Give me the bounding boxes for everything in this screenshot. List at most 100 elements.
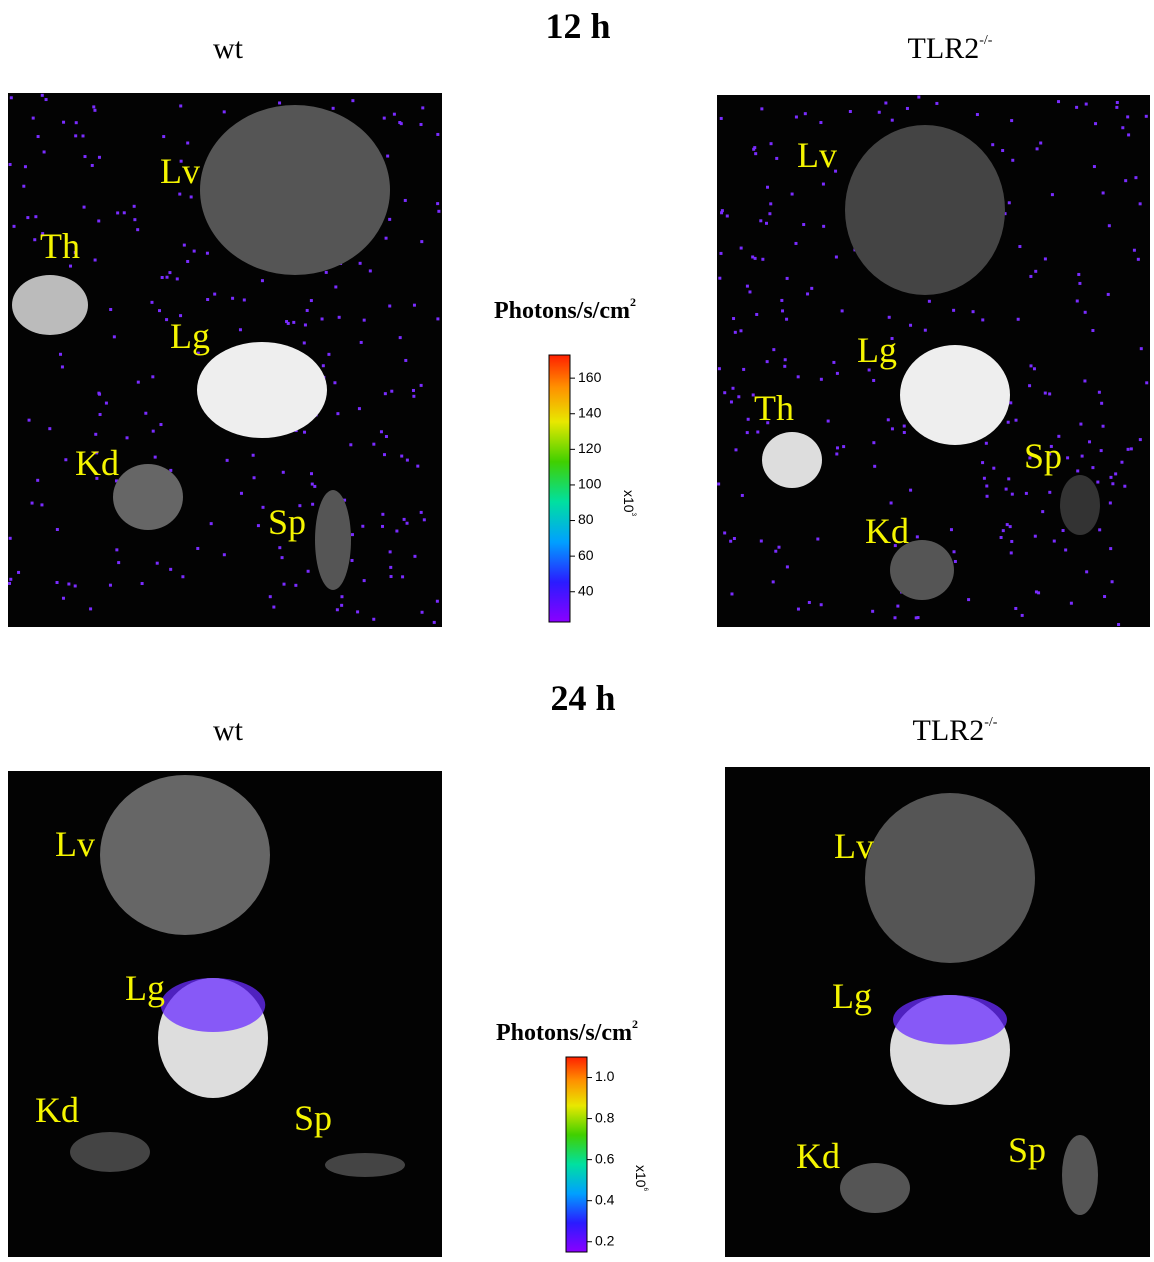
signal-dot <box>1010 551 1013 554</box>
signal-dot <box>303 431 306 434</box>
signal-dot <box>753 146 756 149</box>
signal-dot <box>26 216 29 219</box>
signal-dot <box>420 240 423 243</box>
signal-dot <box>1111 482 1114 485</box>
signal-dot <box>406 522 409 525</box>
signal-dot <box>307 570 310 573</box>
signal-dot <box>388 304 391 307</box>
signal-dot <box>1005 488 1008 491</box>
signal-dot <box>783 365 786 368</box>
signal-dot <box>94 259 97 262</box>
signal-dot <box>43 150 46 153</box>
signal-dot <box>924 329 927 332</box>
signal-dot <box>281 556 284 559</box>
signal-dot <box>269 595 272 598</box>
signal-dot <box>770 142 773 145</box>
colorbar-tick-label: 160 <box>578 369 602 385</box>
signal-dot <box>321 317 324 320</box>
signal-dot <box>751 255 754 258</box>
signal-dot <box>416 465 419 468</box>
signal-dot <box>894 616 897 619</box>
signal-dot <box>822 225 825 228</box>
signal-dot <box>730 592 733 595</box>
signal-dot <box>1107 293 1110 296</box>
signal-dot <box>967 598 970 601</box>
signal-dot <box>1081 455 1084 458</box>
signal-dot <box>766 186 769 189</box>
signal-dot <box>737 395 740 398</box>
signal-dot <box>351 99 354 102</box>
signal-dot <box>1091 329 1094 332</box>
signal-dot <box>953 550 956 553</box>
signal-dot <box>126 436 129 439</box>
signal-dot <box>336 608 339 611</box>
signal-dot <box>109 308 112 311</box>
signal-dot <box>1093 165 1096 168</box>
signal-dot <box>1033 367 1036 370</box>
signal-dot <box>723 391 726 394</box>
signal-dot <box>332 107 335 110</box>
signal-dot <box>760 107 763 110</box>
figure: 12 hwtTLR2-/-LvThLgKdSpLvLgThKdSpPhotons… <box>0 0 1154 1262</box>
signal-dot <box>917 96 920 99</box>
signal-dot <box>1001 149 1004 152</box>
signal-dot <box>832 361 835 364</box>
signal-dot <box>62 121 65 124</box>
signal-dot <box>1002 529 1005 532</box>
signal-dot <box>56 581 59 584</box>
organ-label: Sp <box>294 1098 332 1138</box>
signal-dot <box>31 502 34 505</box>
genotype-label: wt <box>213 714 244 747</box>
signal-dot <box>906 107 909 110</box>
signal-dot <box>239 328 242 331</box>
colorbar-title: Photons/s/cm2 <box>494 295 636 324</box>
signal-dot <box>1088 440 1091 443</box>
signal-dot <box>718 277 721 280</box>
signal-dot <box>399 336 402 339</box>
signal-dot <box>1079 423 1082 426</box>
signal-dot <box>903 425 906 428</box>
signal-dot <box>226 459 229 462</box>
signal-dot <box>327 353 330 356</box>
signal-dot <box>162 135 165 138</box>
signal-dot <box>1057 100 1060 103</box>
genotype-label: wt <box>213 32 244 65</box>
signal-dot <box>891 119 894 122</box>
signal-dot <box>36 479 39 482</box>
signal-dot <box>808 601 811 604</box>
signal-dot <box>1123 485 1126 488</box>
signal-dot <box>871 610 874 613</box>
signal-dot <box>972 310 975 313</box>
signal-dot <box>436 317 439 320</box>
signal-dot <box>1130 447 1133 450</box>
signal-dot <box>116 211 119 214</box>
signal-dot <box>437 210 440 213</box>
signal-dot <box>9 578 12 581</box>
organ-label: Lg <box>857 330 897 370</box>
signal-dot <box>909 489 912 492</box>
signal-dot <box>781 309 784 312</box>
signal-dot <box>398 121 401 124</box>
signal-dot <box>412 395 415 398</box>
signal-dot <box>283 583 286 586</box>
colorbar-tick-label: 0.4 <box>595 1191 615 1207</box>
signal-dot <box>1127 133 1130 136</box>
signal-dot <box>1134 176 1137 179</box>
signal-dot <box>774 550 777 553</box>
signal-dot <box>413 304 416 307</box>
signal-dot <box>723 531 726 534</box>
signal-dot <box>992 467 995 470</box>
signal-dot <box>156 562 159 565</box>
signal-dot <box>403 518 406 521</box>
signal-dot <box>1044 392 1047 395</box>
signal-dot <box>1115 106 1118 109</box>
signal-dot <box>754 152 757 155</box>
signal-dot <box>884 101 887 104</box>
signal-dot <box>252 454 255 457</box>
signal-dot <box>1021 614 1024 617</box>
signal-dot <box>13 225 16 228</box>
colorbar-multiplier: x103 <box>621 490 637 517</box>
signal-dot <box>404 359 407 362</box>
signal-dot <box>1048 491 1051 494</box>
signal-dot <box>1094 122 1097 125</box>
